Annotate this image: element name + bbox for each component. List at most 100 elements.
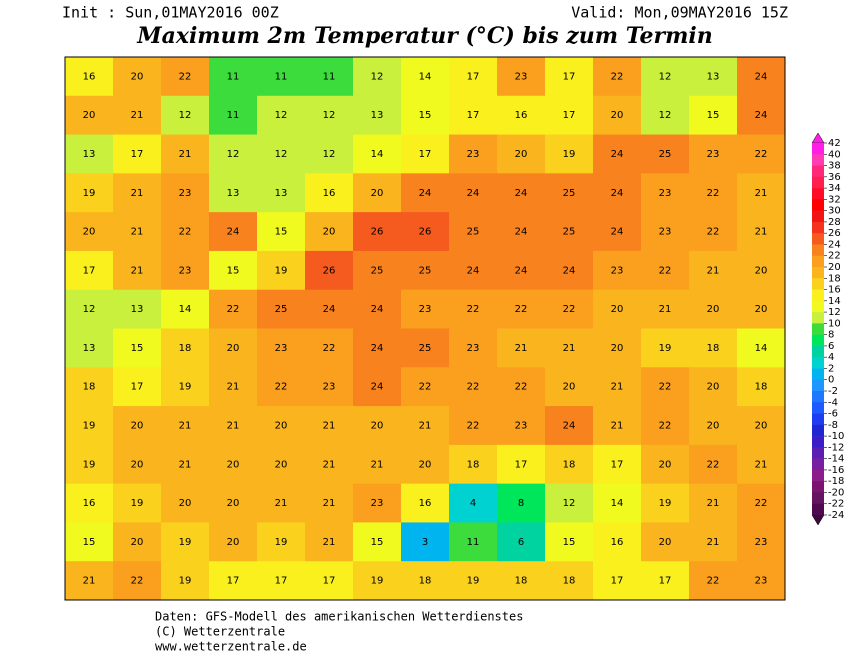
- temperature-cell: [113, 444, 162, 485]
- temperature-cell: [497, 173, 546, 213]
- temperature-cell: [305, 134, 354, 174]
- temperature-label: 12: [659, 71, 672, 82]
- temperature-cell: [257, 95, 306, 136]
- temperature-label: 21: [755, 227, 768, 238]
- temperature-label: 21: [371, 459, 384, 470]
- scale-band: [812, 199, 824, 211]
- temperature-cell: [449, 173, 498, 213]
- temperature-label: 21: [275, 498, 288, 509]
- temperature-cell: [353, 212, 402, 252]
- temperature-cell: [257, 173, 306, 213]
- temperature-label: 21: [131, 188, 144, 199]
- temperature-cell: [209, 173, 258, 213]
- temperature-label: 19: [83, 420, 96, 431]
- temperature-cell: [65, 289, 114, 329]
- temperature-cell: [113, 367, 162, 407]
- scale-label: 24: [828, 239, 841, 250]
- temperature-label: 23: [659, 227, 672, 238]
- temperature-label: 19: [131, 498, 144, 509]
- temperature-cell: [161, 328, 210, 368]
- init-label: Init : Sun,01MAY2016 00Z: [62, 4, 279, 22]
- temperature-cell: [305, 173, 354, 213]
- temperature-label: 21: [179, 420, 192, 431]
- temperature-label: 22: [419, 382, 432, 393]
- temperature-label: 22: [563, 304, 576, 315]
- scale-label: 0: [828, 375, 834, 386]
- temperature-label: 20: [131, 459, 144, 470]
- temperature-label: 21: [755, 459, 768, 470]
- temperature-cell: [593, 367, 642, 407]
- temperature-label: 22: [131, 576, 144, 587]
- temperature-label: 20: [659, 459, 672, 470]
- temperature-label: 19: [83, 459, 96, 470]
- temperature-cell: [641, 444, 690, 485]
- temperature-label: 21: [323, 420, 336, 431]
- temperature-cell: [641, 134, 690, 174]
- temperature-label: 24: [371, 343, 384, 354]
- temperature-cell: [497, 483, 546, 523]
- temperature-cell: [401, 406, 450, 446]
- scale-band: [812, 357, 824, 369]
- temperature-label: 20: [611, 343, 624, 354]
- temperature-label: 11: [467, 537, 480, 548]
- temperature-label: 24: [755, 71, 768, 82]
- temperature-label: 21: [515, 343, 528, 354]
- temperature-cell: [65, 406, 114, 446]
- temperature-cell: [305, 250, 354, 291]
- temperature-cell: [593, 134, 642, 174]
- temperature-label: 21: [611, 420, 624, 431]
- temperature-cell: [113, 483, 162, 523]
- temperature-cell: [161, 483, 210, 523]
- temperature-cell: [257, 483, 306, 523]
- temperature-cell: [689, 522, 738, 562]
- temperature-cell: [497, 367, 546, 407]
- temperature-cell: [353, 173, 402, 213]
- temperature-label: 24: [563, 265, 576, 276]
- scale-band: [812, 436, 824, 448]
- temperature-cell: [449, 483, 498, 523]
- temperature-label: 25: [659, 149, 672, 160]
- temperature-cell: [545, 173, 594, 213]
- temperature-cell: [689, 212, 738, 252]
- scale-label: -12: [828, 442, 844, 453]
- temperature-cell: [113, 173, 162, 213]
- temperature-label: 23: [419, 304, 432, 315]
- temperature-cell: [545, 561, 594, 601]
- temperature-cell: [209, 522, 258, 562]
- temperature-cell: [449, 289, 498, 329]
- scale-label: 36: [828, 172, 841, 183]
- temperature-cell: [353, 522, 402, 562]
- temperature-cell: [161, 57, 210, 97]
- temperature-cell: [401, 134, 450, 174]
- temperature-label: 23: [371, 498, 384, 509]
- temperature-cell: [545, 95, 594, 136]
- scale-label: 10: [828, 318, 841, 329]
- temperature-label: 24: [419, 188, 432, 199]
- temperature-label: 18: [563, 576, 576, 587]
- temperature-cell: [353, 289, 402, 329]
- temperature-label: 12: [83, 304, 96, 315]
- temperature-label: 24: [323, 304, 336, 315]
- temperature-cell: [209, 95, 258, 136]
- temperature-cell: [401, 522, 450, 562]
- temperature-cell: [401, 328, 450, 368]
- scale-label: -6: [828, 409, 838, 420]
- temperature-label: 25: [563, 227, 576, 238]
- scale-band: [812, 345, 824, 358]
- temperature-label: 4: [470, 498, 476, 509]
- temperature-label: 24: [611, 149, 624, 160]
- scale-band: [812, 458, 824, 471]
- scale-band: [812, 154, 824, 166]
- temperature-cell: [257, 289, 306, 329]
- temperature-label: 22: [467, 420, 480, 431]
- scale-arrow-top: [811, 132, 825, 144]
- temperature-label: 22: [611, 71, 624, 82]
- color-scale: 424038363432302826242220181614121086420-…: [811, 132, 844, 526]
- temperature-label: 20: [227, 459, 240, 470]
- temperature-label: 23: [467, 149, 480, 160]
- temperature-cell: [593, 95, 642, 136]
- temperature-label: 20: [755, 304, 768, 315]
- temperature-cell: [545, 289, 594, 329]
- temperature-cell: [65, 134, 114, 174]
- temperature-label: 25: [371, 265, 384, 276]
